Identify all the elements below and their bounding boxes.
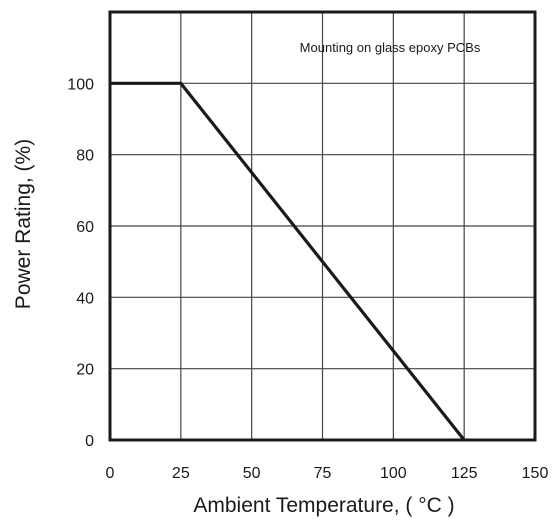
y-tick-label-60: 60 [76, 219, 94, 236]
x-tick-label-125: 125 [451, 465, 478, 482]
chart-annotation: Mounting on glass epoxy PCBs [300, 40, 481, 55]
series-line-0 [110, 81, 466, 441]
y-axis-title: Power Rating, (%) [12, 139, 35, 309]
plot-frame [108, 10, 537, 442]
y-tick-label-100: 100 [67, 76, 94, 93]
y-tick-label-0: 0 [85, 433, 94, 450]
tick-layer: 0 25 50 75 100 125 150 0 20 40 60 80 100 [67, 76, 548, 482]
x-tick-label-75: 75 [314, 465, 332, 482]
x-tick-label-150: 150 [522, 465, 549, 482]
y-tick-label-20: 20 [76, 362, 94, 379]
series-layer [109, 81, 466, 441]
x-axis-title: Ambient Temperature, ( °C ) [193, 494, 454, 517]
x-tick-label-100: 100 [380, 465, 407, 482]
y-tick-label-40: 40 [76, 290, 94, 307]
x-tick-label-0: 0 [106, 465, 115, 482]
y-tick-label-80: 80 [76, 148, 94, 165]
grid-layer [110, 12, 535, 440]
x-tick-label-50: 50 [243, 465, 261, 482]
x-tick-label-25: 25 [172, 465, 190, 482]
